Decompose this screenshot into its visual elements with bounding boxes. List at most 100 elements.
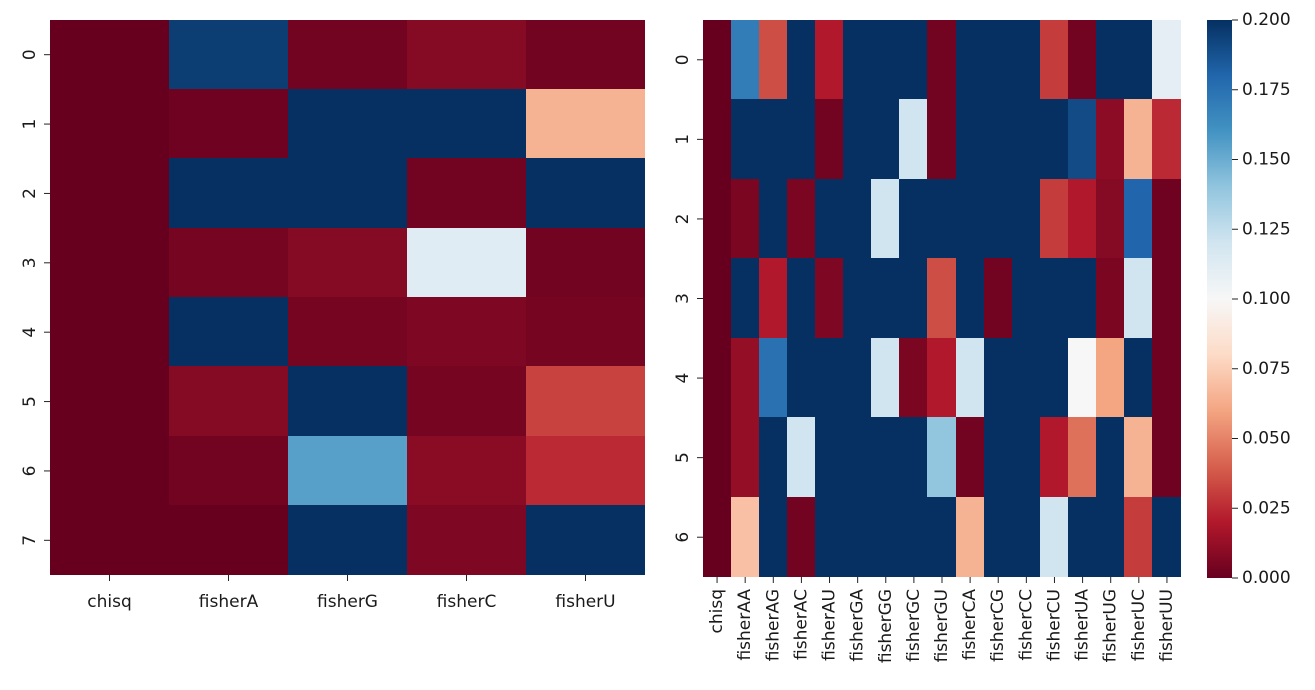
heatmap-right-xtick-label: fisherUC: [1129, 589, 1149, 661]
heatmap-right-cell-r0-c1: [731, 20, 760, 100]
heatmap-right-ytick-label: 6: [673, 532, 693, 543]
heatmap-left-cell-r2-c3: [407, 158, 526, 229]
heatmap-right-cell-r3-c15: [1124, 258, 1153, 339]
heatmap-right-cell-r2-c16: [1152, 179, 1181, 259]
heatmap-right-cell-r6-c8: [927, 497, 957, 577]
heatmap-right-cell-r2-c3: [787, 179, 816, 259]
heatmap-right-xtick-label: fisherAC: [791, 589, 811, 660]
heatmap-right-xtick-label: fisherGA: [848, 589, 868, 662]
heatmap-right-cell-r1-c7: [899, 99, 928, 180]
heatmap-right-cell-r5-c4: [815, 417, 844, 498]
heatmap-left-xtick-label: fisherG: [317, 592, 378, 612]
heatmap-left-cell-r0-c1: [169, 20, 288, 90]
heatmap-right-xtick-label: fisherCA: [960, 589, 980, 661]
heatmap-right-cell-r6-c3: [787, 497, 816, 577]
colorbar-tick-label: 0.100: [1242, 289, 1291, 309]
heatmap-right-cell-r5-c2: [759, 417, 788, 498]
heatmap-left-xtick-label: fisherC: [437, 592, 497, 612]
colorbar-tick-label: 0.125: [1242, 219, 1291, 239]
heatmap-left-cell-r1-c1: [169, 89, 288, 159]
heatmap-left-cell-r7-c1: [169, 505, 288, 575]
heatmap-right-cell-r3-c2: [759, 258, 788, 339]
heatmap-right-cell-r2-c5: [843, 179, 872, 259]
heatmap-left-ytick-label: 7: [20, 535, 40, 546]
heatmap-right-xtick-label: fisherCG: [988, 589, 1008, 662]
heatmap-right-cell-r3-c1: [731, 258, 760, 339]
heatmap-right-cell-r6-c7: [899, 497, 928, 577]
heatmap-right-cell-r3-c6: [871, 258, 900, 339]
heatmap-right-cell-r0-c8: [927, 20, 957, 100]
heatmap-right-ytick-label: 5: [673, 452, 693, 463]
heatmap-right-cell-r5-c3: [787, 417, 816, 498]
heatmap-right-cell-r5-c0: [703, 417, 732, 498]
heatmap-left-cell-r3-c0: [50, 228, 169, 298]
heatmap-left-cell-r4-c0: [50, 297, 169, 367]
heatmap-right-cell-r4-c16: [1152, 338, 1181, 418]
heatmap-right-cell-r0-c14: [1096, 20, 1125, 100]
heatmap-left-ytick-label: 2: [20, 188, 40, 199]
heatmap-right-cell-r0-c4: [815, 20, 844, 100]
heatmap-right-cell-r0-c3: [787, 20, 816, 100]
heatmap-right-cell-r2-c10: [984, 179, 1013, 259]
heatmap-right-cell-r0-c10: [984, 20, 1013, 100]
heatmap-right-cell-r1-c11: [1012, 99, 1041, 180]
heatmap-right-xtick-label: fisherAA: [735, 589, 755, 661]
heatmap-right-cell-r0-c12: [1040, 20, 1069, 100]
heatmap-right: 0 1 2 3 4 5 6 chisq fisherAA fisherAG fisherAC fish…: [673, 20, 1181, 663]
heatmap-left-cell-r6-c0: [50, 436, 169, 506]
heatmap-right-cell-r4-c15: [1124, 338, 1153, 418]
heatmap-right-cell-r4-c3: [787, 338, 816, 418]
heatmap-right-cell-r1-c9: [956, 99, 985, 180]
heatmap-right-ytick-label: 1: [673, 134, 693, 145]
heatmap-right-xtick-label: fisherUG: [1101, 589, 1121, 662]
heatmap-right-cell-r2-c13: [1068, 179, 1097, 259]
heatmap-right-cell-r0-c9: [956, 20, 985, 100]
heatmap-right-cell-r0-c7: [899, 20, 928, 100]
heatmap-left-cell-r5-c4: [526, 366, 645, 437]
heatmap-right-cell-r2-c4: [815, 179, 844, 259]
heatmap-right-cell-r2-c1: [731, 179, 760, 259]
heatmap-left-ytick-label: 1: [20, 119, 40, 130]
heatmap-right-cell-r1-c4: [815, 99, 844, 180]
heatmap-left-cell-r6-c2: [288, 436, 407, 506]
heatmap-right-cell-r0-c13: [1068, 20, 1097, 100]
heatmap-right-cell-r3-c4: [815, 258, 844, 339]
heatmap-right-cell-r2-c8: [927, 179, 957, 259]
heatmap-right-cell-r2-c12: [1040, 179, 1069, 259]
heatmap-left-cell-r3-c3: [407, 228, 526, 298]
heatmap-left-cell-r3-c2: [288, 228, 407, 298]
heatmap-right-cell-r1-c8: [927, 99, 957, 180]
heatmap-left-cell-r3-c4: [526, 228, 645, 298]
heatmap-right-xtick-label: fisherAU: [820, 589, 840, 661]
heatmap-right-cell-r6-c16: [1152, 497, 1181, 577]
heatmap-right-cell-r5-c1: [731, 417, 760, 498]
heatmap-right-cell-r5-c12: [1040, 417, 1069, 498]
heatmap-right-cell-r1-c13: [1068, 99, 1097, 180]
heatmap-right-cell-r5-c16: [1152, 417, 1181, 498]
heatmap-right-ytick-label: 2: [673, 214, 693, 225]
heatmap-right-ytick-label: 0: [673, 54, 693, 65]
heatmap-right-cell-r0-c11: [1012, 20, 1041, 100]
heatmap-left-cell-r4-c3: [407, 297, 526, 367]
heatmap-right-cell-r2-c9: [956, 179, 985, 259]
heatmap-right-cell-r2-c0: [703, 179, 732, 259]
heatmap-left-cell-r0-c0: [50, 20, 169, 90]
heatmap-left-ytick-label: 6: [20, 466, 40, 477]
heatmap-right-cell-r0-c2: [759, 20, 788, 100]
heatmap-right-cell-r1-c14: [1096, 99, 1125, 180]
colorbar: 0.000 0.025 0.050 0.075 0.100 0.125 0.150 0.175…: [1207, 10, 1291, 588]
heatmap-right-cell-r5-c15: [1124, 417, 1153, 498]
heatmap-right-cell-r6-c1: [731, 497, 760, 577]
heatmap-right-cell-r5-c10: [984, 417, 1013, 498]
colorbar-tick-label: 0.025: [1242, 498, 1291, 518]
heatmap-right-xtick-label: fisherGU: [932, 589, 952, 662]
heatmap-right-cell-r1-c12: [1040, 99, 1069, 180]
heatmap-right-cell-r4-c11: [1012, 338, 1041, 418]
heatmap-left-cell-r0-c4: [526, 20, 645, 90]
heatmap-right-xtick-label: fisherGC: [904, 589, 924, 662]
heatmap-right-cell-r5-c7: [899, 417, 928, 498]
colorbar-tick-label: 0.050: [1242, 429, 1291, 449]
heatmap-right-cell-r0-c15: [1124, 20, 1153, 100]
heatmap-right-cell-r6-c11: [1012, 497, 1041, 577]
heatmap-right-cell-r3-c13: [1068, 258, 1097, 339]
